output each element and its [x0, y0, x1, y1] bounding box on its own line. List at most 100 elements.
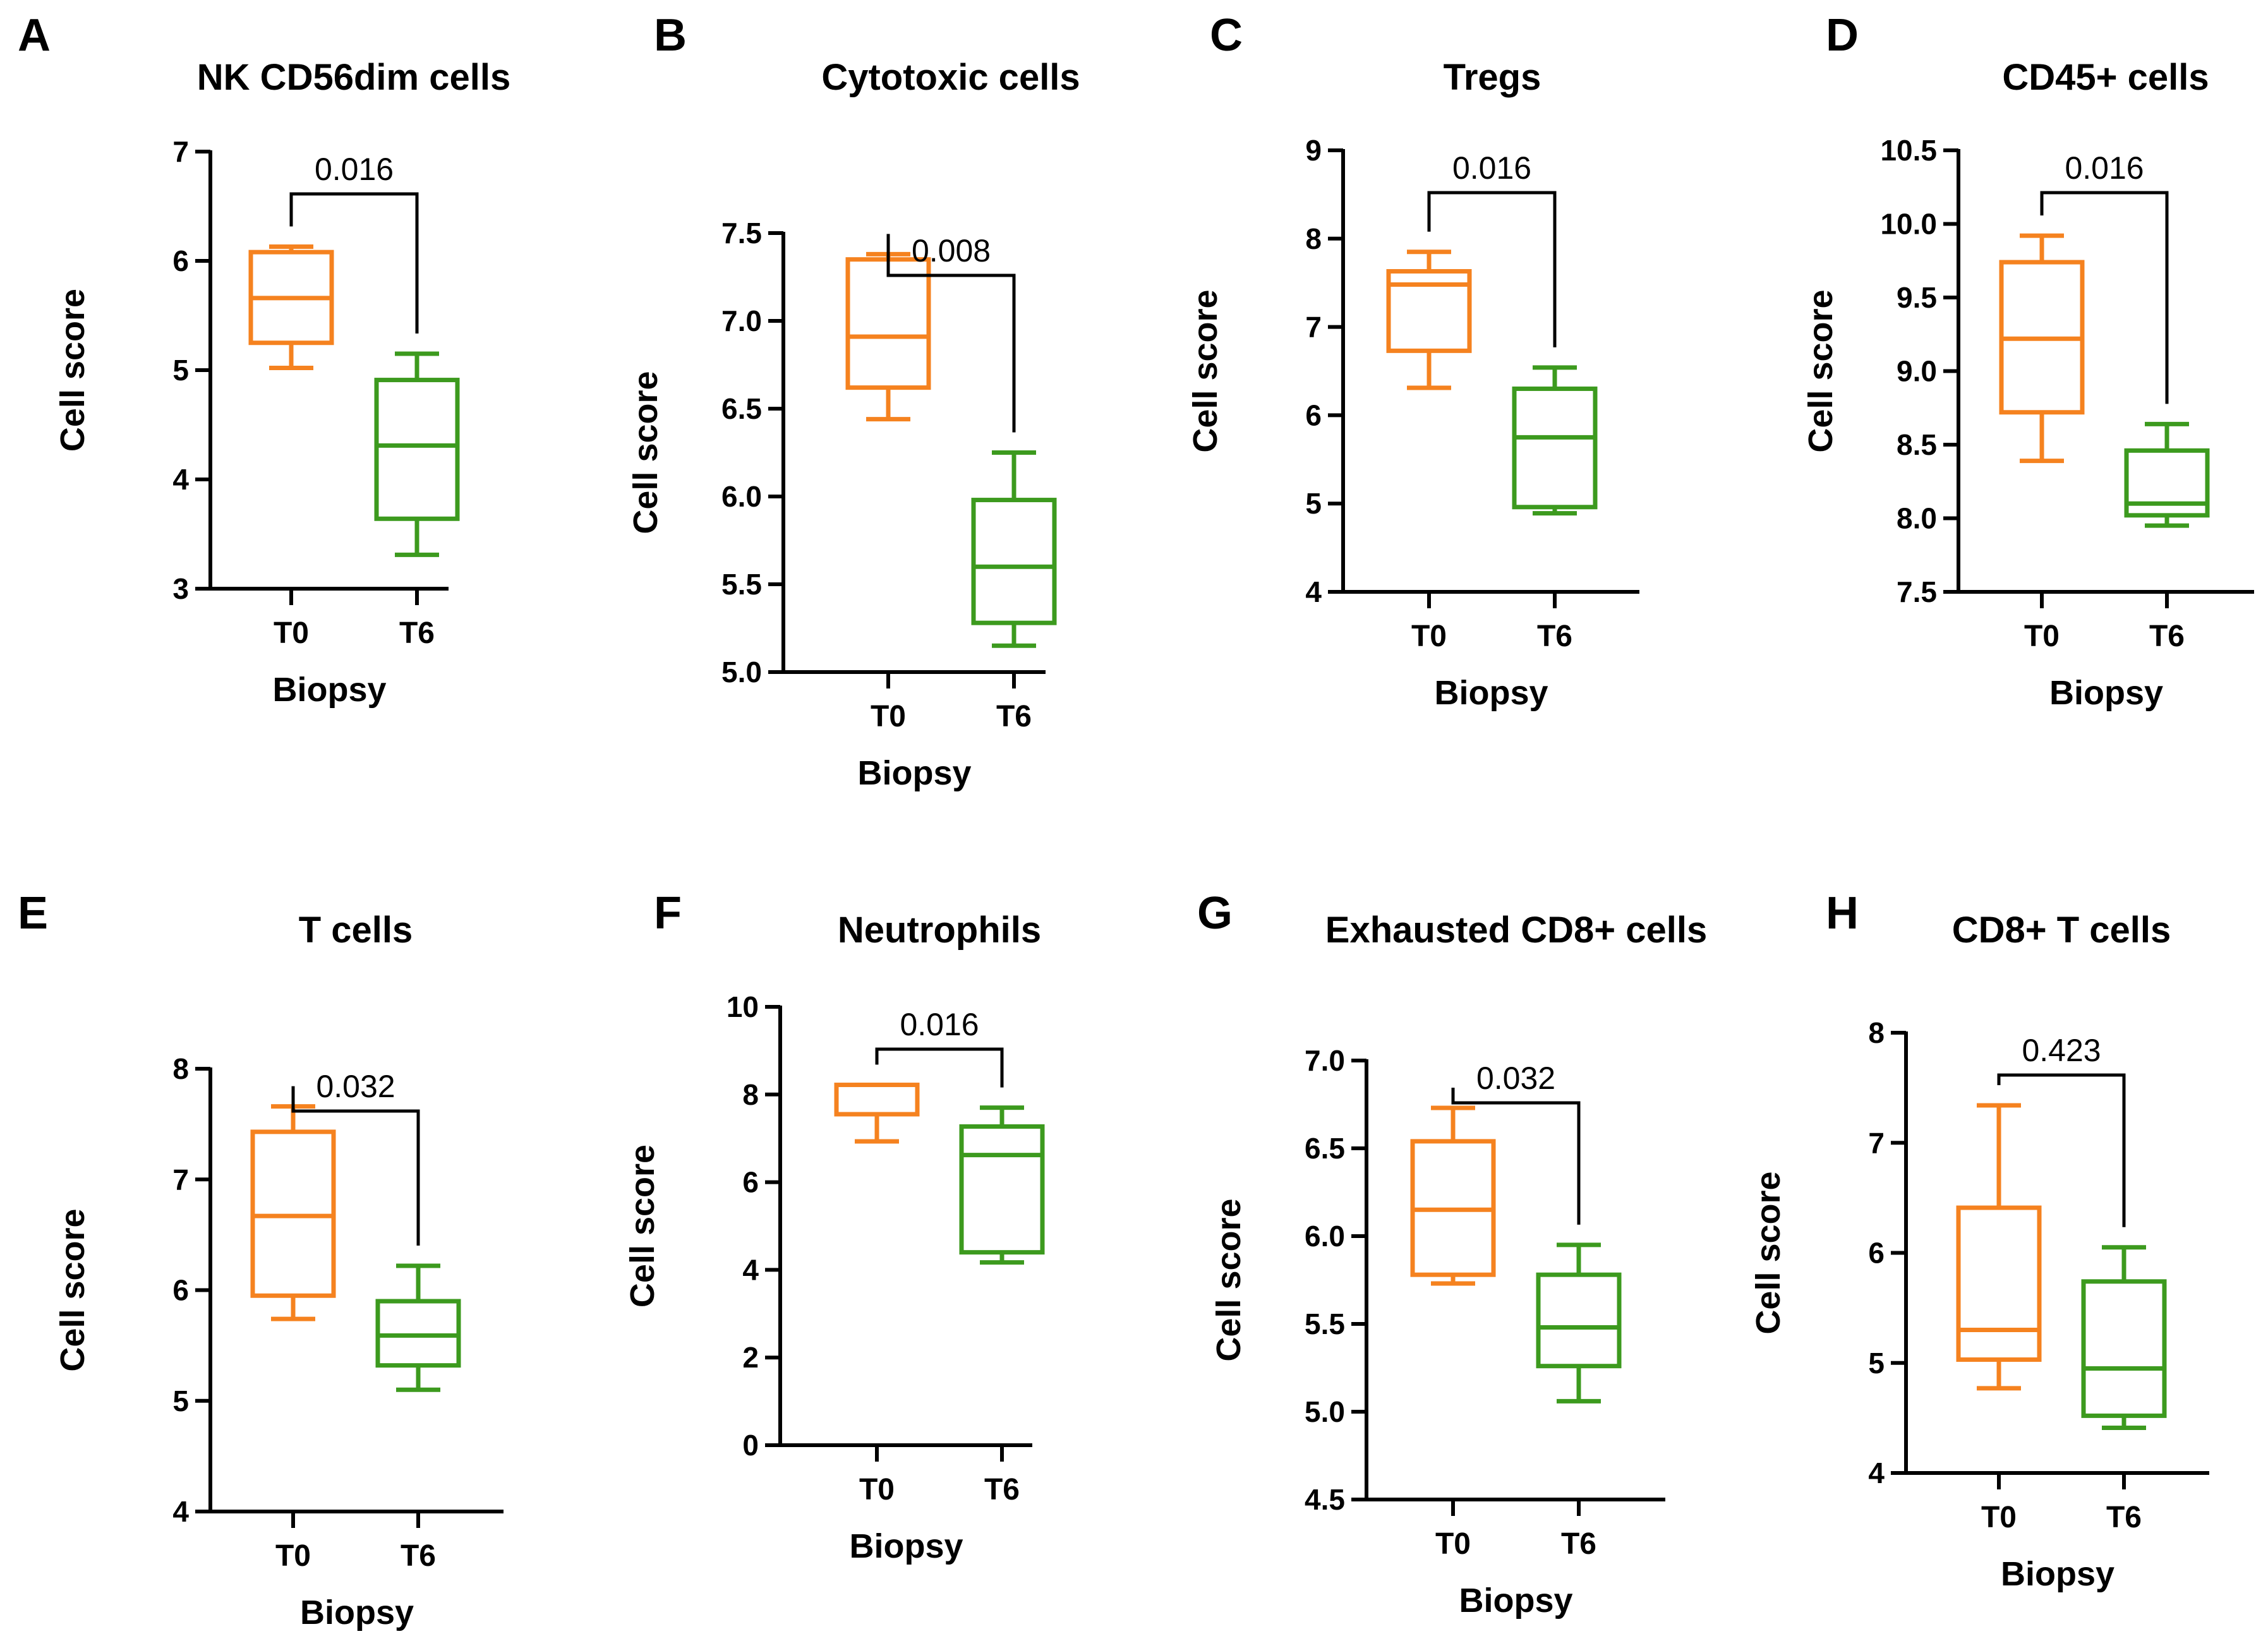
- y-tick-label: 4: [172, 463, 189, 496]
- y-tick-label: 5.0: [721, 656, 762, 688]
- box-t6: [2081, 1245, 2167, 1431]
- y-tick-label: 6.5: [721, 392, 762, 425]
- chart-title: T cells: [299, 910, 413, 951]
- y-axis-label: Cell score: [624, 1145, 661, 1307]
- y-tick-label: 5.0: [1305, 1395, 1345, 1428]
- y-tick-label: 6.0: [1305, 1220, 1345, 1253]
- significance-bracket: [291, 1086, 420, 1246]
- box-t6: [959, 1105, 1045, 1265]
- y-tick-label: 4: [742, 1253, 759, 1286]
- y-tick-label: 5.5: [1305, 1307, 1345, 1340]
- y-axis-label: Cell score: [54, 289, 92, 452]
- box-t6: [375, 1263, 461, 1392]
- p-value-label: 0.016: [315, 152, 394, 187]
- x-tick-label: T6: [984, 1473, 1020, 1506]
- panel-h: H CD8+ T cells 4 5 6 7 8 T0 T6 Biopsy Cell score 0.…: [1749, 888, 2209, 1593]
- panel-letter: B: [654, 10, 687, 61]
- y-tick-label: 7.5: [721, 217, 762, 249]
- y-tick-label: 7: [172, 135, 189, 168]
- y-tick-label: 5: [172, 354, 189, 387]
- box-iqr: [1512, 386, 1598, 510]
- box-t0: [1410, 1105, 1496, 1286]
- panel-letter: D: [1826, 10, 1859, 61]
- chart-title: Cytotoxic cells: [821, 57, 1080, 98]
- x-tick-label: T0: [859, 1473, 895, 1506]
- y-axis-label: Cell score: [1210, 1198, 1248, 1361]
- y-tick-label: 7.0: [721, 304, 762, 337]
- box-iqr: [250, 1129, 336, 1298]
- significance-bracket: [1451, 1088, 1581, 1225]
- box-t0: [250, 1104, 336, 1321]
- y-tick-label: 6: [172, 1274, 189, 1307]
- chart-title: Tregs: [1444, 57, 1541, 98]
- x-tick-label: T0: [2024, 620, 2060, 653]
- x-tick-label: T6: [401, 1539, 436, 1573]
- x-axis-label: Biopsy: [1459, 1582, 1572, 1620]
- y-tick-label: 7: [1305, 311, 1322, 344]
- panel-c: C Tregs 4 5 6 7 8 9 T0 T6 Biopsy Cell score 0.016: [1186, 10, 1639, 712]
- panel-b: B Cytotoxic cells 5.0 5.5 6.0 6.5 7.0 7.5 T0 T6 Bi…: [627, 10, 1080, 792]
- x-axis-label: Biopsy: [300, 1594, 414, 1632]
- box-t0: [1999, 233, 2085, 464]
- y-tick-label: 5: [1868, 1347, 1885, 1380]
- y-tick-label: 10.5: [1880, 134, 1937, 167]
- box-iqr: [1956, 1205, 2042, 1362]
- x-tick-label: T0: [275, 1539, 311, 1573]
- y-tick-label: 4.5: [1305, 1483, 1345, 1516]
- box-t0: [1386, 249, 1472, 390]
- x-tick-label: T6: [996, 700, 1032, 733]
- significance-bracket: [886, 234, 1016, 433]
- p-value-label: 0.423: [2022, 1033, 2101, 1068]
- y-axis-label: Cell score: [1749, 1171, 1787, 1334]
- y-tick-label: 5: [172, 1385, 189, 1417]
- chart-title: Exhausted CD8+ cells: [1325, 910, 1707, 951]
- significance-bracket: [1427, 191, 1557, 347]
- box-t0: [845, 251, 931, 422]
- significance-bracket: [1997, 1073, 2126, 1227]
- x-axis-label: Biopsy: [849, 1527, 963, 1565]
- y-tick-label: 8.0: [1897, 502, 1937, 535]
- y-tick-label: 9: [1305, 134, 1322, 167]
- box-t6: [1536, 1242, 1622, 1404]
- y-tick-label: 10: [727, 990, 759, 1023]
- y-tick-label: 7: [172, 1163, 189, 1196]
- y-tick-label: 7: [1868, 1126, 1885, 1159]
- panel-d: D CD45+ cells 7.5 8.0 8.5 9.0 9.5 10.0 10.5 T0 T6 B…: [1802, 10, 2254, 712]
- y-tick-label: 8: [1868, 1016, 1885, 1049]
- y-tick-label: 2: [742, 1341, 759, 1374]
- y-tick-label: 9.0: [1897, 355, 1937, 388]
- x-tick-label: T6: [2149, 620, 2185, 653]
- box-t0: [248, 244, 334, 371]
- box-iqr: [375, 1299, 461, 1368]
- x-axis-label: Biopsy: [272, 671, 386, 709]
- x-tick-label: T0: [1981, 1501, 2017, 1534]
- x-tick-label: T0: [274, 616, 309, 650]
- panel-g: G Exhausted CD8+ cells 4.5 5.0 5.5 6.0 6.5 7.0 T…: [1197, 888, 1707, 1620]
- chart-title: CD8+ T cells: [1952, 910, 2171, 951]
- x-tick-label: T6: [2106, 1501, 2142, 1534]
- significance-bracket: [289, 192, 419, 334]
- y-tick-label: 8: [172, 1052, 189, 1085]
- y-tick-label: 7.5: [1897, 575, 1937, 608]
- y-axis-label: Cell score: [1802, 289, 1840, 452]
- p-value-label: 0.008: [912, 233, 991, 268]
- x-tick-label: T0: [1435, 1527, 1471, 1561]
- panel-letter: G: [1197, 888, 1233, 939]
- y-tick-label: 6: [172, 244, 189, 277]
- y-tick-label: 8: [1305, 222, 1322, 255]
- y-tick-label: 6: [742, 1166, 759, 1199]
- x-axis-label: Biopsy: [2049, 674, 2163, 712]
- box-iqr: [374, 378, 460, 521]
- y-tick-label: 3: [172, 572, 189, 605]
- panel-e: E T cells 4 5 6 7 8 T0 T6 Biopsy Cell score 0.032: [18, 888, 504, 1632]
- y-tick-label: 6: [1305, 399, 1322, 431]
- x-tick-label: T0: [1411, 620, 1447, 653]
- y-tick-label: 10.0: [1880, 208, 1937, 241]
- box-t6: [971, 450, 1057, 648]
- box-iqr: [1536, 1272, 1622, 1369]
- significance-bracket: [2040, 191, 2169, 404]
- p-value-label: 0.032: [316, 1069, 395, 1104]
- y-tick-label: 8.5: [1897, 428, 1937, 461]
- y-axis-label: Cell score: [1186, 289, 1224, 452]
- y-tick-label: 5: [1305, 487, 1322, 520]
